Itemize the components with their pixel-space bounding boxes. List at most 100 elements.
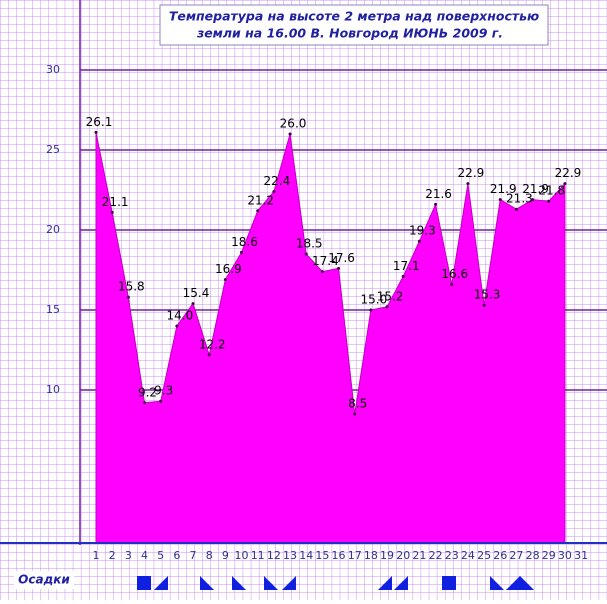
x-tick-label: 29 [542, 549, 556, 562]
value-label: 22.9 [555, 166, 582, 180]
value-label: 21.2 [247, 193, 274, 207]
point [320, 270, 324, 274]
x-tick-label: 8 [206, 549, 213, 562]
precipitation-label: Осадки [18, 573, 70, 587]
precip-icon [264, 576, 278, 590]
point [482, 303, 486, 307]
value-label: 15.0 [361, 293, 388, 307]
y-tick-label: 25 [46, 143, 60, 156]
x-tick-label: 10 [235, 549, 249, 562]
point [159, 399, 163, 403]
point [417, 239, 421, 243]
point [337, 266, 341, 270]
precip-icon [137, 576, 151, 590]
value-label: 9.3 [154, 384, 173, 398]
precip-icon [200, 576, 214, 590]
point [207, 353, 211, 357]
x-tick-label: 3 [125, 549, 132, 562]
point [369, 308, 373, 312]
point [272, 190, 276, 194]
value-label: 14.0 [166, 309, 193, 323]
point [256, 209, 260, 213]
x-tick-label: 30 [558, 549, 572, 562]
value-label: 18.6 [231, 235, 258, 249]
value-label: 8.5 [348, 397, 367, 411]
value-label: 15.3 [474, 288, 501, 302]
title-box [159, 4, 549, 46]
precip-icon [394, 576, 408, 590]
point [498, 198, 502, 202]
y-tick-label: 20 [46, 223, 60, 236]
value-label: 21.3 [506, 192, 533, 206]
value-label: 17.4 [312, 254, 339, 268]
value-label: 15.2 [377, 289, 404, 303]
x-tick-label: 25 [477, 549, 491, 562]
value-label: 12.2 [199, 337, 226, 351]
point [547, 199, 551, 203]
x-tick-label: 1 [93, 549, 100, 562]
value-label: 26.1 [86, 115, 113, 129]
value-label: 17.1 [393, 259, 420, 273]
precip-icon [232, 576, 246, 590]
x-tick-label: 31 [574, 549, 588, 562]
value-label: 18.5 [296, 237, 323, 251]
x-tick-label: 2 [109, 549, 116, 562]
value-label: 21.9 [522, 182, 549, 196]
precip-icon [442, 576, 456, 590]
x-tick-label: 19 [380, 549, 394, 562]
value-label: 15.4 [183, 286, 210, 300]
point [563, 182, 567, 186]
point [466, 182, 470, 186]
point [191, 302, 195, 306]
x-tick-label: 18 [364, 549, 378, 562]
value-label: 22.9 [458, 166, 485, 180]
point [385, 305, 389, 309]
point [94, 130, 98, 134]
x-tick-label: 26 [493, 549, 507, 562]
x-tick-label: 27 [509, 549, 523, 562]
x-tick-label: 17 [348, 549, 362, 562]
x-tick-label: 11 [251, 549, 265, 562]
point [304, 252, 308, 256]
value-label: 22.4 [264, 174, 291, 188]
point [514, 207, 518, 211]
point [353, 412, 357, 416]
x-tick-label: 28 [526, 549, 540, 562]
point [401, 274, 405, 278]
value-label: 26.0 [280, 117, 307, 131]
x-tick-label: 21 [412, 549, 426, 562]
precip-icon [490, 576, 504, 590]
x-tick-label: 9 [222, 549, 229, 562]
y-tick-label: 15 [46, 303, 60, 316]
x-tick-label: 16 [332, 549, 346, 562]
precipitation-icons [137, 576, 534, 590]
point [126, 295, 130, 299]
value-label: 21.8 [538, 184, 565, 198]
chart-title: земли на 16.00 В. Новгород ИЮНЬ 2009 г. [196, 26, 503, 41]
x-tick-label: 20 [396, 549, 410, 562]
x-tick-label: 4 [141, 549, 148, 562]
point [450, 282, 454, 286]
value-label: 9.2 [138, 385, 157, 399]
value-label: 16.6 [441, 267, 468, 281]
x-tick-label: 13 [283, 549, 297, 562]
x-tick-label: 15 [315, 549, 329, 562]
x-tick-label: 22 [429, 549, 443, 562]
point [240, 250, 244, 254]
point [223, 278, 227, 282]
x-tick-label: 5 [157, 549, 164, 562]
point [110, 210, 114, 214]
precip-icon [506, 576, 534, 590]
x-tick-label: 23 [445, 549, 459, 562]
point [175, 324, 179, 328]
x-tick-label: 6 [173, 549, 180, 562]
point [288, 132, 292, 136]
point [143, 401, 147, 405]
value-label: 21.1 [102, 195, 129, 209]
value-label: 15.8 [118, 280, 145, 294]
label-box [14, 571, 74, 589]
value-label: 19.3 [409, 224, 436, 238]
value-label: 17.6 [328, 251, 355, 265]
x-tick-label: 12 [267, 549, 281, 562]
